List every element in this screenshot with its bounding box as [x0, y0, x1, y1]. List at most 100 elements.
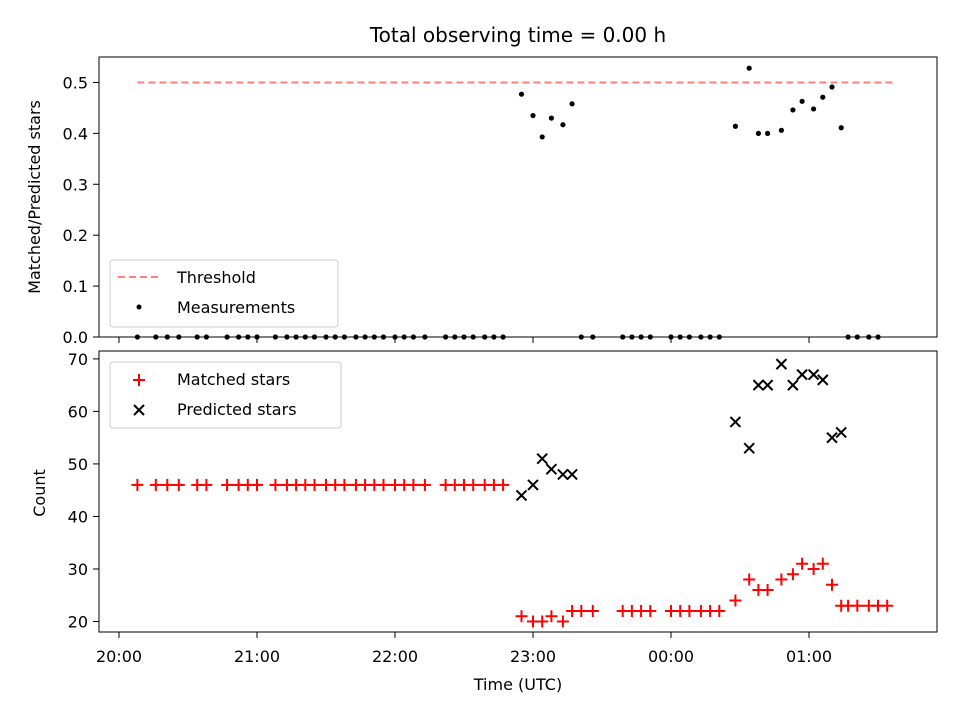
matched-star-point [644, 604, 657, 617]
bottom-ytick-label: 60 [68, 402, 88, 421]
predicted-star-point [817, 374, 829, 386]
matched-star-point [545, 610, 558, 623]
measurement-point [799, 98, 805, 104]
measurement-point [838, 125, 844, 131]
top-panel: Matched/Predicted stars 0.00.10.20.30.40… [25, 56, 938, 347]
bottom-y-axis: 20 30 40 50 60 70 [68, 350, 99, 631]
matched-star-point [161, 478, 174, 491]
matched-star-point [131, 478, 144, 491]
bottom-ytick-label: 70 [68, 350, 88, 369]
matched-star-point [418, 478, 431, 491]
measurement-point [811, 106, 817, 112]
matched-star-point [338, 478, 351, 491]
top-ytick-label: 0.3 [63, 175, 88, 194]
matched-star-point [377, 478, 390, 491]
measurement-point [778, 127, 785, 133]
top-legend: Threshold Measurements [109, 259, 339, 328]
measurement-point [790, 107, 796, 113]
matched-star-point [743, 573, 756, 586]
predicted-star-point [557, 468, 569, 481]
top-ytick-label: 0.4 [63, 124, 88, 143]
top-ytick-label: 0.1 [63, 277, 88, 296]
matched-star-point [761, 583, 774, 596]
bottom-y-axis-label: Count [30, 469, 49, 517]
bottom-panel: Count Time (UTC) 20 30 40 50 60 70 20:00 21:00… [30, 350, 938, 694]
matched-star-point [536, 615, 549, 628]
predicted-star-point [775, 358, 788, 370]
matched-star-point [826, 578, 838, 591]
bottom-x-axis: 20:00 21:00 22:00 23:00 00:00 01:00 [96, 632, 832, 666]
xtick-label: 21:00 [234, 647, 280, 666]
bottom-legend: Matched stars Predicted stars [109, 361, 342, 429]
bottom-ytick-label: 30 [68, 560, 88, 579]
predicted-star-point [743, 442, 755, 454]
matched-star-point [269, 478, 282, 491]
bottom-ytick-label: 40 [68, 507, 88, 526]
bottom-ytick-label: 50 [68, 455, 88, 474]
matched-star-point [200, 478, 213, 491]
matched-star-point [575, 604, 588, 617]
legend-predicted-swatch [133, 404, 145, 416]
bottom-ytick-label: 20 [68, 612, 88, 631]
predicted-star-point [527, 479, 539, 491]
xtick-label: 23:00 [510, 647, 556, 666]
top-ytick-label: 0.2 [63, 226, 88, 245]
predicted-star-point [566, 468, 578, 481]
measurement-point [829, 84, 835, 90]
matched-star-point [556, 615, 569, 628]
matched-star-point [796, 557, 809, 570]
measurement-point [539, 134, 545, 140]
matched-star-point [786, 568, 799, 581]
matched-star-point [407, 478, 420, 491]
matched-star-point [251, 478, 263, 491]
measurement-point [518, 91, 525, 97]
matched-star-point [221, 478, 234, 491]
bottom-marks [131, 358, 894, 628]
measurement-point [560, 122, 566, 128]
xtick-label: 20:00 [96, 647, 142, 666]
measurement-point [755, 130, 762, 136]
matched-star-point [851, 599, 864, 612]
matched-star-point [683, 604, 696, 617]
measurement-point [569, 101, 575, 107]
matched-star-point [149, 478, 162, 491]
predicted-star-point [787, 379, 799, 391]
predicted-star-point [536, 452, 548, 465]
legend-matched-swatch [133, 374, 145, 386]
legend-predicted-label: Predicted stars [177, 400, 297, 419]
measurement-point [820, 94, 826, 100]
bottom-axes-frame [98, 350, 938, 633]
top-y-axis: 0.0 0.1 0.2 0.3 0.4 0.5 [63, 73, 99, 347]
matched-star-point [172, 478, 185, 491]
legend-measurements-label: Measurements [177, 298, 295, 317]
xtick-label: 22:00 [372, 647, 418, 666]
x-axis-label: Time (UTC) [473, 675, 562, 694]
matched-star-point [515, 610, 528, 623]
top-legend-box [109, 259, 339, 328]
chart-title: Total observing time = 0.00 h [369, 23, 666, 47]
legend-measurements-swatch [136, 304, 142, 310]
predicted-star-point [545, 463, 558, 475]
predicted-star-point [515, 489, 528, 502]
matched-star-point [713, 604, 726, 617]
top-y-axis-label: Matched/Predicted stars [25, 100, 44, 294]
matched-star-point [881, 599, 894, 612]
matched-star-point [807, 562, 820, 575]
matched-star-point [467, 478, 480, 491]
xtick-label: 01:00 [786, 647, 832, 666]
top-ytick-label: 0.0 [63, 328, 88, 347]
predicted-star-point [752, 379, 765, 391]
measurement-point [548, 115, 555, 121]
top-axes-frame [98, 56, 938, 338]
measurement-point [746, 65, 752, 71]
bottom-legend-box [109, 361, 342, 429]
top-ytick-label: 0.5 [63, 73, 88, 92]
predicted-star-point [826, 431, 838, 444]
predicted-star-point [835, 426, 847, 439]
measurement-point [732, 123, 739, 129]
xtick-label: 00:00 [648, 647, 694, 666]
matched-star-point [497, 478, 510, 491]
legend-threshold-label: Threshold [176, 268, 256, 287]
matched-star-point [729, 594, 742, 607]
